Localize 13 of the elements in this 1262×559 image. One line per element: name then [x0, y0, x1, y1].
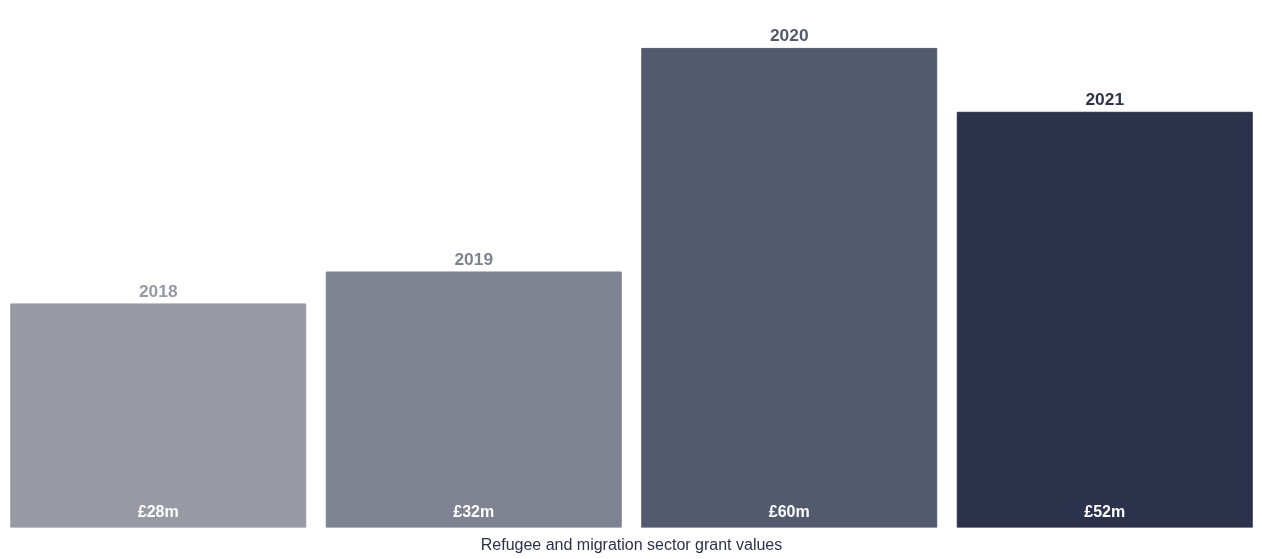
- bar: [956, 111, 1253, 528]
- x-tick-label: 2021: [1085, 89, 1125, 110]
- data-label: £60m: [768, 502, 810, 520]
- x-tick-label: 2018: [138, 280, 178, 301]
- x-tick-label: 2020: [769, 25, 809, 46]
- data-label: £32m: [453, 502, 495, 520]
- bar: [641, 47, 938, 528]
- x-tick-label: 2019: [454, 248, 494, 269]
- bar: [10, 303, 307, 528]
- bar: [325, 271, 622, 528]
- data-label: £52m: [1084, 502, 1126, 520]
- data-label: £28m: [137, 502, 179, 520]
- x-axis-title: Refugee and migration sector grant values: [480, 535, 783, 553]
